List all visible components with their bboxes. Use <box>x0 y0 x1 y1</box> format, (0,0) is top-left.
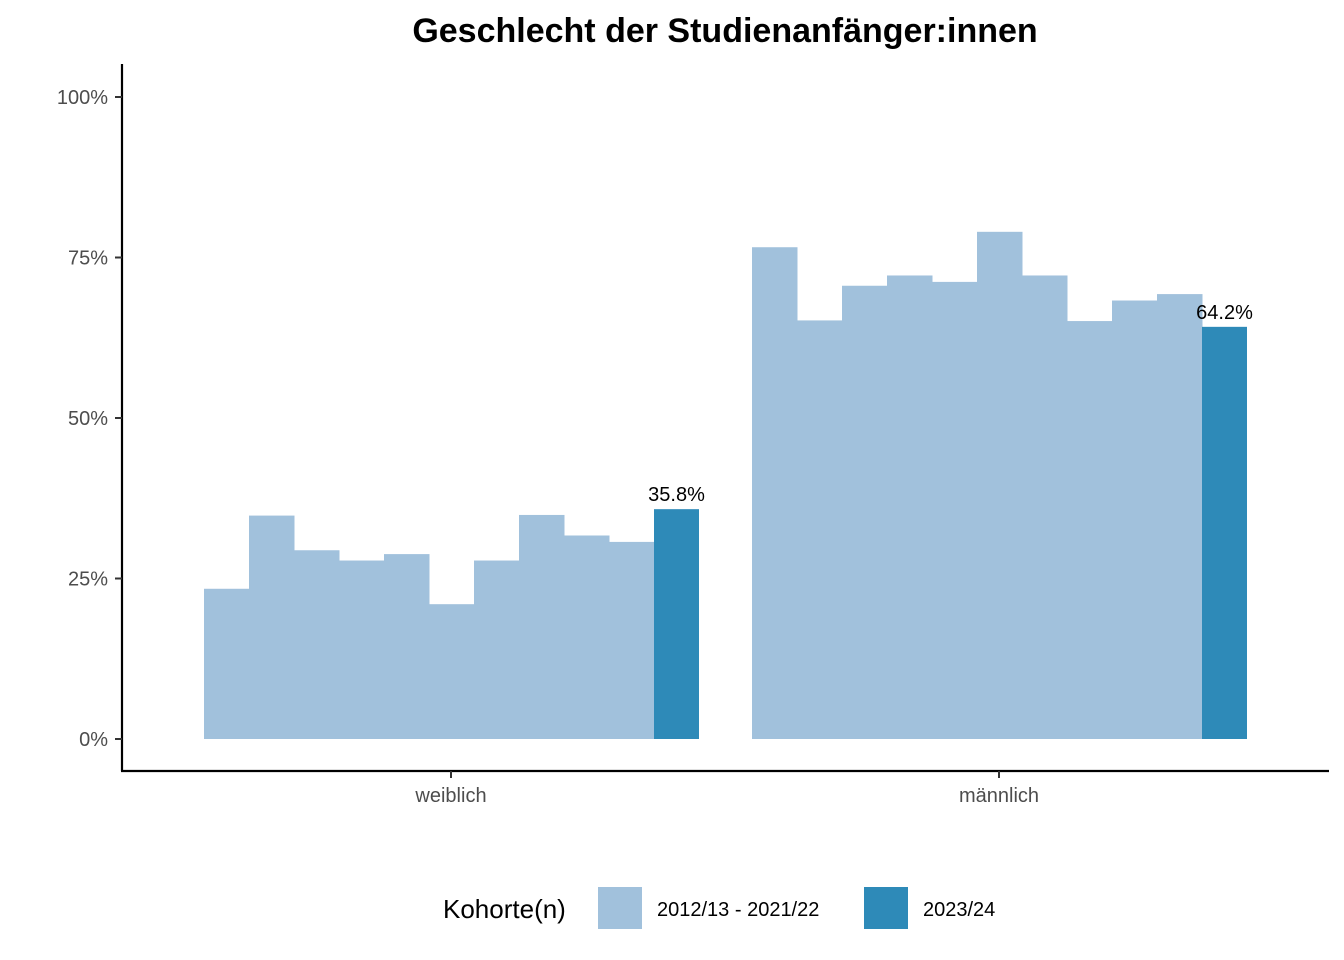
legend-swatch-historic <box>598 887 642 929</box>
bar-weiblich-historic-10 <box>609 541 655 739</box>
bar-weiblich-current <box>654 509 699 739</box>
legend-swatch-current <box>864 887 908 929</box>
bar-weiblich-historic-5 <box>384 554 430 739</box>
bar-weiblich-historic-8 <box>519 514 565 739</box>
bar-weiblich-historic-2 <box>249 515 295 739</box>
y-tick-label: 100% <box>57 87 108 109</box>
x-tick-label-weiblich: weiblich <box>414 785 486 807</box>
bar-männlich-historic-4 <box>887 275 933 739</box>
bar-weiblich-historic-3 <box>294 550 340 739</box>
legend-title: Kohorte(n) <box>443 894 566 924</box>
x-tick-label-männlich: männlich <box>959 785 1039 807</box>
legend-label-historic: 2012/13 - 2021/22 <box>657 899 819 921</box>
bar-weiblich-historic-4 <box>339 560 385 739</box>
bar-männlich-historic-1 <box>752 247 798 739</box>
data-label-männlich-current: 64.2% <box>1196 302 1253 324</box>
bar-männlich-historic-9 <box>1112 300 1158 739</box>
bar-männlich-historic-7 <box>1022 275 1068 739</box>
chart-title: Geschlecht der Studienanfänger:innen <box>412 12 1037 50</box>
bar-männlich-current <box>1202 326 1247 739</box>
y-axis-ticks: 0% 25% 50% 75% 100% <box>57 87 122 751</box>
x-axis-ticks: weiblich männlich <box>414 771 1039 807</box>
legend-label-current: 2023/24 <box>923 899 995 921</box>
bar-weiblich-historic-9 <box>564 535 610 739</box>
y-tick-label: 50% <box>68 408 108 430</box>
bar-weiblich-historic-6 <box>429 604 475 739</box>
bar-männlich-historic-5 <box>932 281 978 739</box>
data-label-weiblich-current: 35.8% <box>648 484 705 506</box>
bar-männlich-historic-6 <box>977 231 1023 739</box>
bar-männlich-historic-10 <box>1157 294 1203 739</box>
y-tick-label: 25% <box>68 569 108 591</box>
bars-group <box>204 231 1247 739</box>
bar-weiblich-historic-1 <box>204 588 250 739</box>
legend: Kohorte(n) 2012/13 - 2021/22 2023/24 <box>443 887 995 929</box>
data-labels-group: 35.8% 64.2% <box>648 302 1253 506</box>
y-tick-label: 0% <box>79 729 108 751</box>
bar-männlich-historic-2 <box>797 320 843 739</box>
bar-männlich-historic-3 <box>842 285 888 739</box>
bar-weiblich-historic-7 <box>474 560 520 739</box>
bar-männlich-historic-8 <box>1067 321 1113 739</box>
y-tick-label: 75% <box>68 248 108 270</box>
